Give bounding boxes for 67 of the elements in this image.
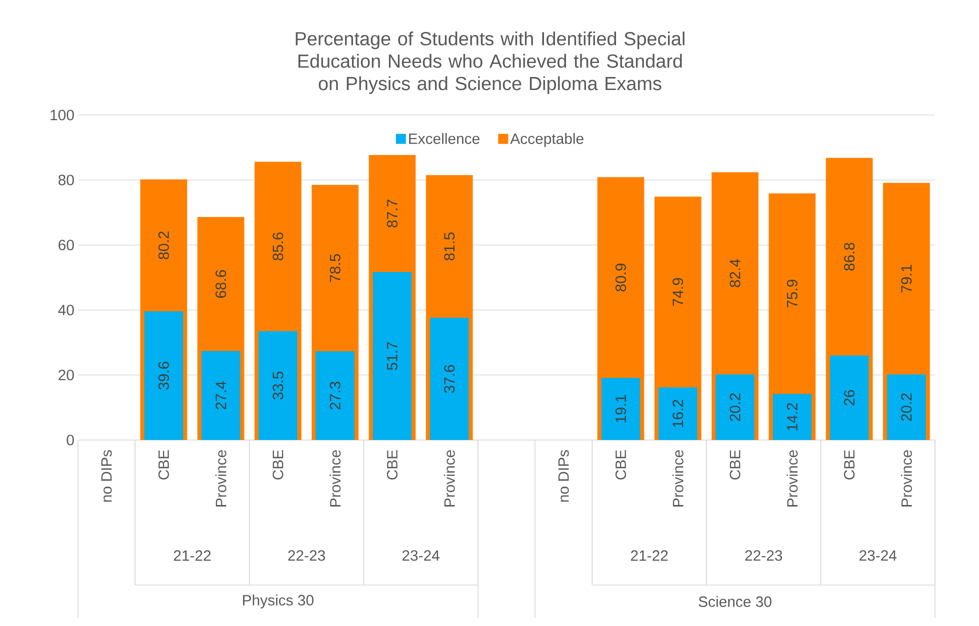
data-label: 68.6 [216,270,226,298]
x-tick-label: Province [900,450,912,506]
text: Science 30 [698,596,772,607]
data-label: 27.4 [216,381,226,410]
data-label: 19.1 [615,395,626,422]
bar [601,378,640,440]
y-tick-label: 0 [66,434,74,446]
data-label: 87.7 [386,200,398,228]
data-label: 33.5 [272,372,284,400]
x-tick-label: Province [786,450,798,506]
legend-label: Excellence [409,133,480,144]
data-label: 75.9 [786,280,798,308]
x-tick-label: no DIPs [558,450,569,502]
y-tick-label: 60 [58,240,74,250]
data-label: 80.9 [615,264,626,292]
bar [201,350,240,440]
data-label: 85.6 [272,232,284,260]
data-label: 78.5 [330,254,340,282]
bar [887,374,926,440]
bar [658,387,698,440]
data-label: 26 [844,390,855,406]
y-tick-label: 40 [58,304,74,316]
data-label: 74.9 [672,278,684,306]
text: 22-23 [745,550,782,561]
legend-label: Acceptable [510,133,584,147]
bar [830,356,869,440]
y-tick-label: 80 [58,174,74,186]
y-tick-label: 100 [50,110,74,120]
x-tick-label: CBE [158,450,169,480]
bar [716,374,754,440]
data-label: 20.2 [730,393,740,421]
data-label: 27.3 [330,382,340,410]
x-tick-label: CBE [272,450,284,480]
bar [430,318,469,440]
data-label: 39.6 [158,362,169,390]
data-label: 81.5 [444,232,455,260]
y-tick-label: 20 [58,370,74,380]
data-label: 82.4 [730,259,740,288]
x-tick-label: Province [215,450,226,506]
text: 23-24 [860,550,897,561]
x-tick-label: Province [672,450,684,506]
bar [772,394,812,440]
bar [144,311,184,440]
x-tick-label: CBE [730,450,740,480]
text: 21-22 [174,550,211,561]
text: 21-22 [630,550,668,561]
x-tick-label: no DIPs [101,450,112,502]
data-label: 80.2 [158,232,169,260]
data-label: 51.7 [387,342,398,370]
chart-title: Percentage of Students with Identified Special Education Needs who Achieved the Standard on Physics and Science Diploma Exams [296,32,684,94]
x-tick-label: Province [330,450,341,506]
data-label: 79.1 [901,264,912,292]
text: 23-24 [402,550,440,561]
data-label: 14.2 [786,403,798,430]
x-tick-label: CBE [844,450,855,480]
data-label: 16.2 [672,400,684,428]
data-label: 86.8 [844,242,855,271]
x-tick-label: Province [444,450,455,506]
bar [316,351,355,440]
data-label: 20.2 [901,393,912,421]
bar [372,272,412,440]
x-tick-label: CBE [615,450,626,480]
text: 22-23 [288,550,325,561]
data-label: 37.6 [444,365,455,393]
bar [258,331,298,440]
text: Physics 30 [243,594,314,608]
x-tick-label: CBE [386,450,398,480]
